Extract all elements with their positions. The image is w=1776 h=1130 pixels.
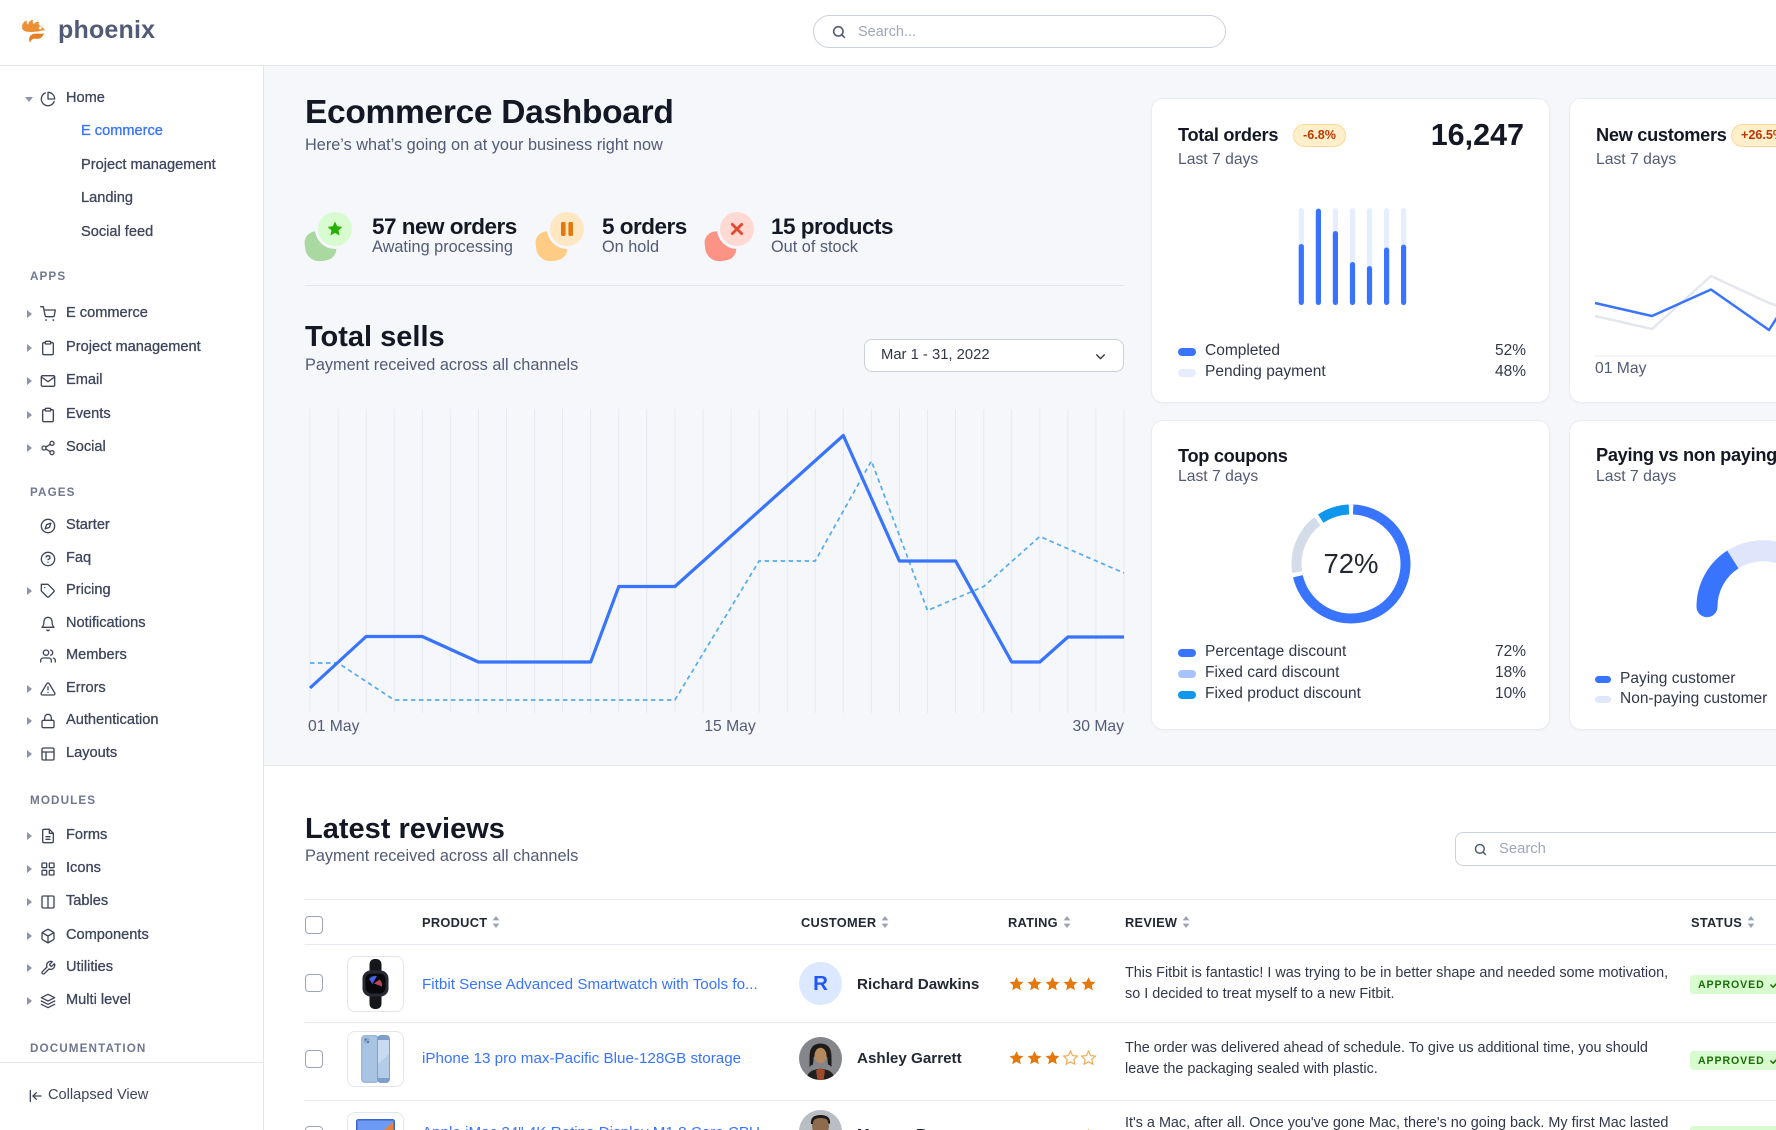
svg-text:30 May: 30 May	[1073, 718, 1125, 735]
svg-text:01 May: 01 May	[308, 718, 360, 735]
svg-text:15 May: 15 May	[704, 718, 756, 735]
